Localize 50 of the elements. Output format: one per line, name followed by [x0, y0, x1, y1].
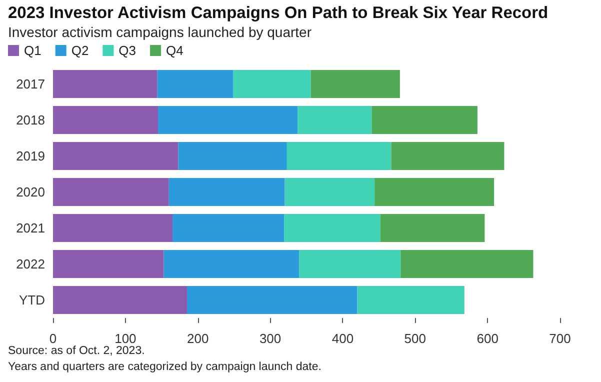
x-tick-label: 700	[549, 331, 571, 346]
y-tick-label: 2022	[16, 256, 45, 272]
bar	[380, 214, 485, 242]
y-tick-label: 2020	[16, 184, 45, 200]
source-note: Source: as of Oct. 2, 2023.	[8, 345, 145, 357]
bar	[284, 178, 375, 206]
text: Years and quarters are categorized by campaign launch date.	[8, 361, 322, 373]
x-tick-label: 400	[332, 331, 354, 346]
legend-label: Q4	[166, 43, 184, 58]
bar	[391, 142, 504, 170]
bar	[53, 70, 158, 98]
bar	[400, 250, 534, 278]
bar	[374, 178, 494, 206]
bar	[53, 214, 173, 242]
x-tick-label: 300	[259, 331, 282, 346]
bar	[53, 286, 187, 314]
y-tick-label: 2018	[16, 112, 45, 128]
bar	[158, 106, 298, 134]
chart-subtitle: Investor activism campaigns launched by quarter	[8, 24, 312, 40]
bar	[53, 106, 158, 134]
bar	[372, 106, 478, 134]
x-tick-label: 0	[49, 331, 57, 346]
bar	[172, 214, 284, 242]
legend-label: Q3	[118, 43, 136, 58]
bar	[53, 250, 164, 278]
bar	[284, 214, 380, 242]
bar	[164, 250, 300, 278]
bar	[298, 106, 372, 134]
x-tick-label: 600	[476, 331, 498, 346]
bar	[168, 178, 285, 206]
x-tick-label: 500	[404, 331, 426, 346]
chart-title: 2023 Investor Activism Campaigns On Path to Break Six Year Record	[8, 4, 548, 23]
bar	[233, 70, 311, 98]
x-tick-label: 200	[187, 331, 209, 346]
x-tick-label: 100	[114, 331, 136, 346]
legend-label: Q1	[24, 43, 42, 58]
bar	[299, 250, 401, 278]
bar	[53, 178, 169, 206]
bar	[310, 70, 400, 98]
bar	[286, 142, 392, 170]
bar	[157, 70, 234, 98]
bar	[178, 142, 287, 170]
bar	[53, 142, 178, 170]
y-tick-label: YTD	[19, 292, 45, 308]
bar	[357, 286, 464, 314]
bar	[186, 286, 358, 314]
legend-label: Q2	[71, 43, 89, 58]
y-tick-label: 2017	[16, 76, 45, 92]
y-tick-label: 2021	[16, 220, 45, 236]
y-tick-label: 2019	[16, 148, 45, 164]
